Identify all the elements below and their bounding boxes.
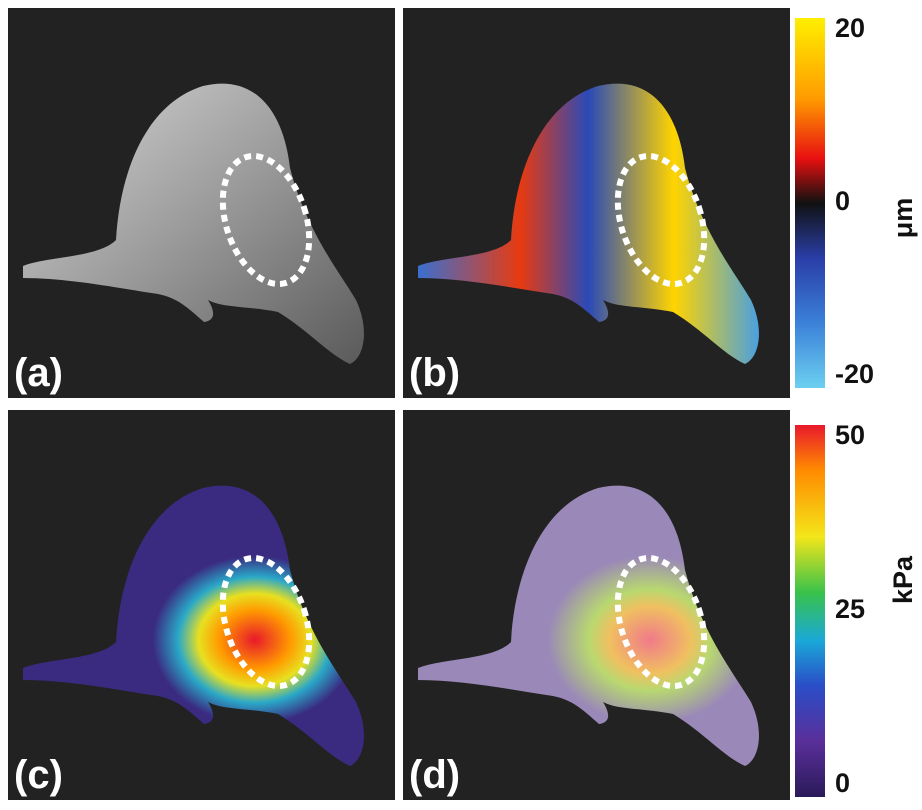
panels: (a) (b) (c) (d) bbox=[8, 8, 790, 800]
colorbar-tick-label: 0 bbox=[835, 186, 850, 216]
panel: (b) bbox=[403, 8, 790, 398]
colorbar-tick-label: -20 bbox=[835, 359, 874, 389]
colorbar-tick-label: 50 bbox=[835, 420, 865, 450]
panel-label: (d) bbox=[409, 753, 460, 797]
panel-label: (b) bbox=[409, 351, 460, 395]
colorbar-tick-label: 0 bbox=[835, 768, 850, 798]
panel: (c) bbox=[8, 410, 395, 800]
panel-label: (c) bbox=[14, 753, 63, 797]
colorbar bbox=[795, 425, 825, 797]
panel: (d) bbox=[403, 410, 790, 800]
colorbar bbox=[795, 18, 825, 388]
panel: (a) bbox=[8, 8, 395, 398]
colorbar-tick-label: 20 bbox=[835, 13, 865, 43]
colorbar-unit: kPa bbox=[888, 555, 918, 604]
colorbar-unit: μm bbox=[888, 198, 918, 239]
figure: (a) (b) (c) (d) μm kPa 20 0 -20 50 25 0 bbox=[0, 0, 922, 805]
colorbar-tick-label: 25 bbox=[835, 594, 865, 624]
panel-label: (a) bbox=[14, 351, 63, 395]
